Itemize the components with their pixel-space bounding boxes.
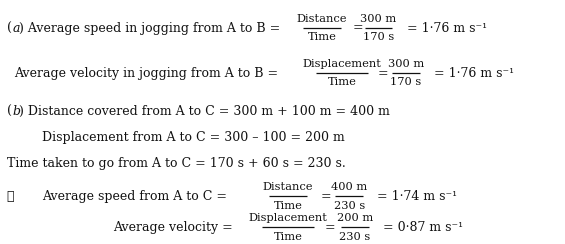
Text: Average velocity in jogging from A to B =: Average velocity in jogging from A to B … [14, 67, 278, 80]
Text: (: ( [7, 104, 12, 118]
Text: Displacement: Displacement [302, 59, 381, 69]
Text: 230 s: 230 s [333, 201, 365, 211]
Text: = 1·76 m s⁻¹: = 1·76 m s⁻¹ [434, 67, 514, 80]
Text: = 0·87 m s⁻¹: = 0·87 m s⁻¹ [383, 221, 463, 234]
Text: 230 s: 230 s [339, 232, 371, 242]
Text: 170 s: 170 s [390, 78, 421, 87]
Text: Time: Time [273, 201, 303, 211]
Text: Distance: Distance [297, 14, 347, 24]
Text: a: a [12, 21, 20, 35]
Text: = 1·76 m s⁻¹: = 1·76 m s⁻¹ [407, 21, 487, 35]
Text: 300 m: 300 m [360, 14, 397, 24]
Text: =: = [325, 221, 336, 234]
Text: =: = [353, 21, 364, 35]
Text: Average velocity =: Average velocity = [113, 221, 233, 234]
Text: Time: Time [273, 232, 303, 242]
Text: (: ( [7, 21, 12, 35]
Text: ) Distance covered from A to C = 300 m + 100 m = 400 m: ) Distance covered from A to C = 300 m +… [19, 104, 389, 118]
Text: Distance: Distance [263, 182, 314, 192]
Text: b: b [12, 104, 20, 118]
Text: Time taken to go from A to C = 170 s + 60 s = 230 s.: Time taken to go from A to C = 170 s + 6… [7, 157, 346, 170]
Text: 300 m: 300 m [388, 59, 424, 69]
Text: 200 m: 200 m [337, 213, 373, 223]
Text: Average speed from A to C =: Average speed from A to C = [42, 190, 227, 203]
Text: Displacement from A to C = 300 – 100 = 200 m: Displacement from A to C = 300 – 100 = 2… [42, 131, 345, 144]
Text: ) Average speed in jogging from A to B =: ) Average speed in jogging from A to B = [19, 21, 280, 35]
Text: Time: Time [327, 78, 357, 87]
Text: Displacement: Displacement [249, 213, 328, 223]
Text: 400 m: 400 m [331, 182, 367, 192]
Text: = 1·74 m s⁻¹: = 1·74 m s⁻¹ [377, 190, 458, 203]
Text: =: = [377, 67, 388, 80]
Text: 170 s: 170 s [363, 32, 394, 42]
Text: ∴: ∴ [7, 190, 14, 203]
Text: Time: Time [307, 32, 337, 42]
Text: =: = [321, 190, 332, 203]
